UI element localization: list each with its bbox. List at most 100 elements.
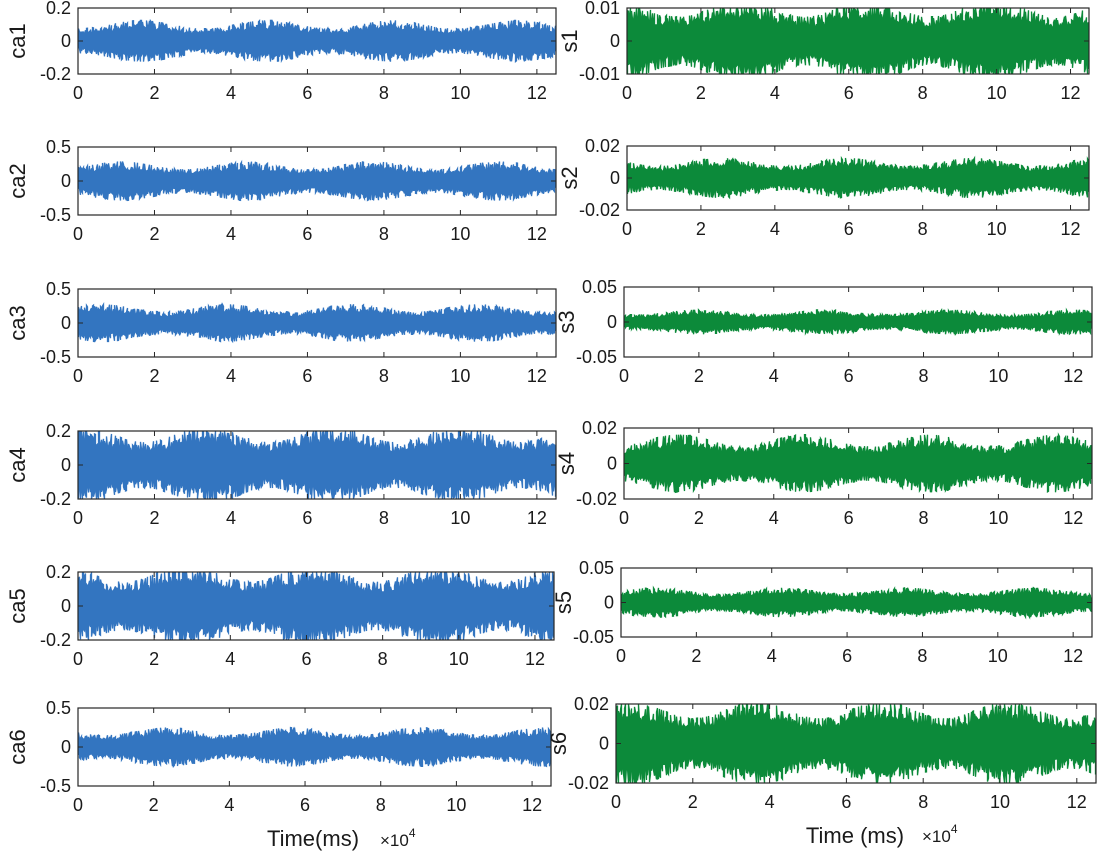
x-tick-label: 2: [149, 795, 159, 815]
x-tick-label: 8: [379, 224, 389, 244]
y-tick-label: -0.05: [573, 627, 614, 647]
x-tick-label: 2: [688, 792, 698, 812]
x-tick-label: 2: [696, 219, 706, 239]
x-tick-label: 0: [73, 508, 83, 528]
x-tick-label: 0: [616, 646, 626, 666]
x-tick-label: 2: [149, 508, 159, 528]
x-tick-label: 0: [622, 83, 632, 103]
y-tick-label: -0.5: [40, 205, 71, 225]
series-line-s4: [624, 432, 1092, 494]
x-tick-label: 8: [379, 366, 389, 386]
multiplier-exponent: 4: [951, 822, 958, 836]
x-tick-label: 10: [450, 83, 470, 103]
y-axis-label: ca2: [5, 163, 30, 198]
x-tick-label: 6: [300, 795, 310, 815]
x-tick-label: 6: [844, 366, 854, 386]
y-tick-label: -0.02: [576, 489, 617, 509]
y-tick-label: 0: [607, 454, 617, 474]
x-tick-label: 10: [988, 646, 1008, 666]
x-tick-label: 10: [990, 792, 1010, 812]
x-tick-label: 12: [1063, 646, 1083, 666]
y-axis-label: s3: [554, 310, 579, 333]
y-tick-label: 0.5: [46, 137, 71, 157]
x-tick-label: 0: [73, 649, 83, 669]
x-tick-label: 2: [696, 83, 706, 103]
y-tick-label: 0: [61, 455, 71, 475]
series-line-ca2: [78, 159, 556, 202]
y-tick-label: -0.5: [40, 776, 71, 796]
y-tick-label: -0.02: [568, 773, 609, 793]
x-tick-label: 10: [450, 224, 470, 244]
x-tick-label: 4: [770, 83, 780, 103]
x-tick-label: 10: [987, 83, 1007, 103]
x-tick-label: 6: [302, 366, 312, 386]
x-tick-label: 6: [844, 219, 854, 239]
y-tick-label: 0.5: [46, 698, 71, 718]
x-tick-label: 8: [376, 795, 386, 815]
y-tick-label: -0.02: [579, 200, 620, 220]
x-tick-label: 8: [918, 219, 928, 239]
y-tick-label: 0.2: [46, 562, 71, 582]
multiplier-base: ×10: [380, 831, 409, 850]
x-tick-label: 8: [919, 366, 929, 386]
x-tick-label: 8: [379, 83, 389, 103]
y-tick-label: -0.2: [40, 64, 71, 84]
x-tick-label: 10: [450, 508, 470, 528]
y-axis-label: ca3: [5, 305, 30, 340]
x-tick-label: 4: [226, 366, 236, 386]
x-tick-label: 6: [841, 792, 851, 812]
x-tick-label: 4: [765, 792, 775, 812]
x-tick-label: 4: [767, 646, 777, 666]
x-tick-label: 4: [769, 508, 779, 528]
x-tick-label: 6: [844, 508, 854, 528]
y-tick-label: 0: [61, 171, 71, 191]
y-tick-label: 0.5: [46, 279, 71, 299]
x-tick-label: 4: [224, 795, 234, 815]
y-axis-label: ca4: [5, 447, 30, 482]
x-tick-label: 4: [226, 83, 236, 103]
x-tick-label: 8: [918, 792, 928, 812]
y-axis-label: s1: [557, 29, 582, 52]
y-tick-label: 0: [599, 734, 609, 754]
y-tick-label: 0: [610, 168, 620, 188]
x-tick-label: 12: [522, 795, 542, 815]
y-tick-label: 0: [61, 313, 71, 333]
x-tick-label: 2: [149, 224, 159, 244]
y-tick-label: -0.2: [40, 489, 71, 509]
y-axis-label: ca5: [5, 588, 30, 623]
x-tick-label: 12: [527, 366, 547, 386]
x-tick-label: 0: [611, 792, 621, 812]
x-tick-label: 12: [525, 649, 545, 669]
series-line-ca6: [78, 726, 551, 769]
x-tick-label: 4: [226, 508, 236, 528]
series-line-ca5: [78, 572, 554, 640]
multiplier-base: ×10: [922, 827, 951, 846]
x-tick-label: 2: [149, 366, 159, 386]
x-tick-label: 10: [988, 508, 1008, 528]
y-axis-label: s4: [554, 452, 579, 475]
x-axis-label: Time (ms): [806, 823, 904, 848]
y-axis-label: s2: [557, 166, 582, 189]
series-line-ca4: [78, 431, 556, 499]
multiplier-exponent: 4: [409, 826, 416, 840]
series-line-s6: [616, 704, 1096, 783]
x-tick-label: 12: [1061, 83, 1081, 103]
x-tick-label: 8: [919, 508, 929, 528]
y-tick-label: -0.2: [40, 630, 71, 650]
series-line-ca3: [78, 301, 556, 344]
y-axis-label: s5: [551, 591, 576, 614]
x-tick-label: 2: [694, 366, 704, 386]
y-tick-label: -0.5: [40, 347, 71, 367]
series-line-s1: [627, 8, 1089, 74]
x-axis-label: Time(ms): [267, 826, 359, 851]
x-axis-multiplier: ×104: [922, 822, 958, 846]
